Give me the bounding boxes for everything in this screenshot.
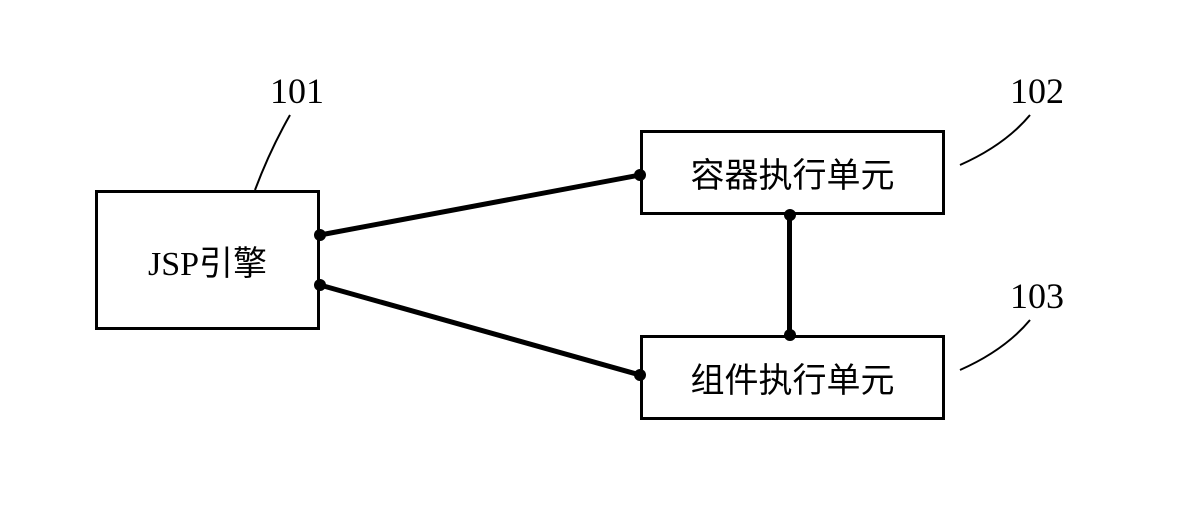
connector-container-component [787, 215, 792, 335]
dot-engine-component-start [314, 279, 326, 291]
dot-container-component-end [784, 329, 796, 341]
dot-container-component-start [784, 209, 796, 221]
dot-engine-component-end [634, 369, 646, 381]
connector-engine-component [0, 0, 1180, 505]
